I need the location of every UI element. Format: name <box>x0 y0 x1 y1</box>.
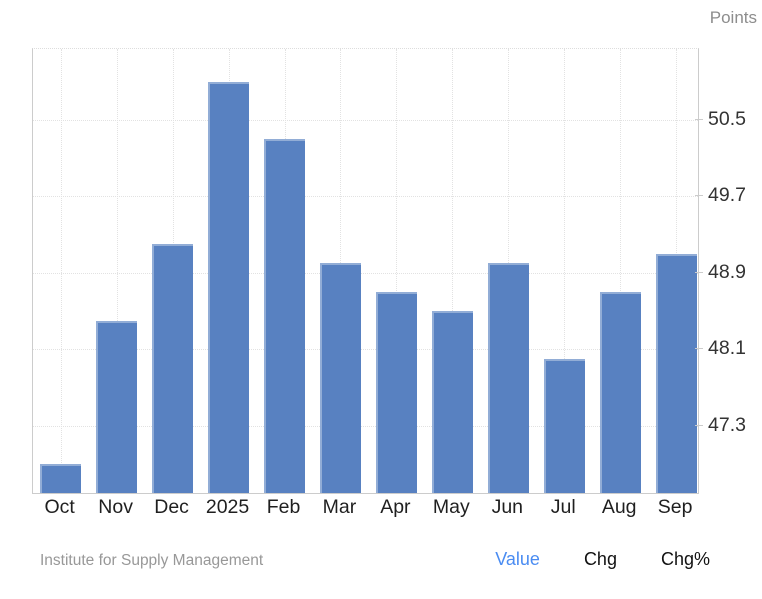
bar-sep[interactable] <box>655 253 697 493</box>
h-gridline <box>33 119 698 121</box>
y-axis-tick-label: 47.3 <box>708 414 746 437</box>
y-axis-unit-label: Points <box>709 8 757 27</box>
h-gridline <box>33 196 698 198</box>
y-axis-tick <box>695 348 703 350</box>
v-gridline <box>564 49 566 493</box>
x-axis-label-aug: Aug <box>601 496 637 518</box>
v-gridline <box>452 49 454 493</box>
bar-jun[interactable] <box>487 263 529 493</box>
y-axis-tick <box>695 271 703 273</box>
bar-oct[interactable] <box>40 464 82 493</box>
v-gridline <box>116 49 118 493</box>
v-gridline <box>60 49 62 493</box>
y-axis-tick-label: 48.1 <box>708 337 746 360</box>
v-gridline <box>620 49 622 493</box>
x-axis-label-mar: Mar <box>322 496 357 518</box>
source-label: Institute for Supply Management <box>40 552 264 569</box>
x-axis-label-may: May <box>432 496 470 518</box>
x-axis-label-sep: Sep <box>657 496 693 518</box>
bar-feb[interactable] <box>264 138 305 493</box>
bar-nov[interactable] <box>96 320 138 493</box>
tab-chg[interactable]: Chg <box>583 549 617 569</box>
y-axis-tick <box>695 118 703 120</box>
x-axis-label-2025: 2025 <box>205 496 250 518</box>
bar-dec[interactable] <box>152 244 194 493</box>
bar-may[interactable] <box>431 311 473 493</box>
x-axis-label-apr: Apr <box>380 496 411 518</box>
x-axis-label-jun: Jun <box>491 496 524 518</box>
footer-tabs: Value Chg Chg% <box>495 549 710 570</box>
bar-apr[interactable] <box>375 292 417 493</box>
bar-mar[interactable] <box>319 263 361 493</box>
h-gridline <box>33 349 698 351</box>
h-gridline <box>33 426 698 428</box>
y-axis-tick <box>695 425 703 427</box>
plot-area <box>32 48 699 494</box>
y-axis-tick-label: 49.7 <box>708 184 746 207</box>
x-axis-label-jul: Jul <box>550 496 576 518</box>
y-axis-tick-label: 48.9 <box>708 260 746 283</box>
bar-aug[interactable] <box>599 292 641 493</box>
bar-2025[interactable] <box>208 81 250 493</box>
y-axis-tick <box>695 195 703 197</box>
y-axis-tick-label: 50.5 <box>708 107 746 130</box>
tab-chg-percent[interactable]: Chg% <box>660 549 710 569</box>
x-axis-label-oct: Oct <box>44 496 75 518</box>
x-axis-label-feb: Feb <box>266 496 301 518</box>
tab-value[interactable]: Value <box>495 549 540 569</box>
v-gridline <box>396 49 398 493</box>
h-gridline <box>33 272 698 274</box>
bar-jul[interactable] <box>543 359 585 493</box>
x-axis-label-dec: Dec <box>154 496 189 518</box>
x-axis-label-nov: Nov <box>98 496 133 518</box>
